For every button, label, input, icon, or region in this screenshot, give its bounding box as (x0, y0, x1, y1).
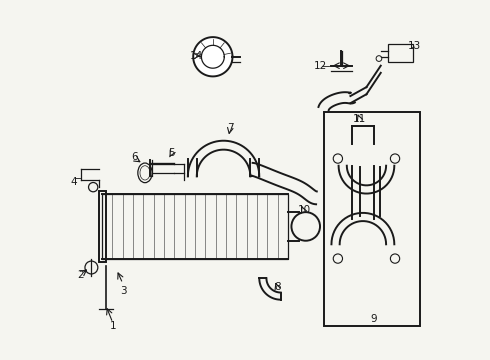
Text: 1: 1 (110, 321, 116, 332)
Text: 4: 4 (70, 177, 77, 187)
Text: 6: 6 (131, 152, 138, 162)
Text: 14: 14 (190, 51, 203, 61)
Polygon shape (193, 37, 232, 76)
Text: 8: 8 (274, 282, 280, 292)
Text: 3: 3 (120, 286, 127, 296)
Text: 10: 10 (297, 205, 311, 215)
Text: 9: 9 (370, 314, 377, 324)
Bar (102, 194, 288, 258)
Text: 11: 11 (353, 114, 366, 124)
Bar (388, 44, 413, 62)
Text: 2: 2 (77, 270, 84, 280)
Text: 12: 12 (314, 62, 327, 71)
Text: 13: 13 (408, 41, 421, 51)
Text: 7: 7 (227, 123, 234, 133)
Text: 5: 5 (169, 148, 175, 158)
